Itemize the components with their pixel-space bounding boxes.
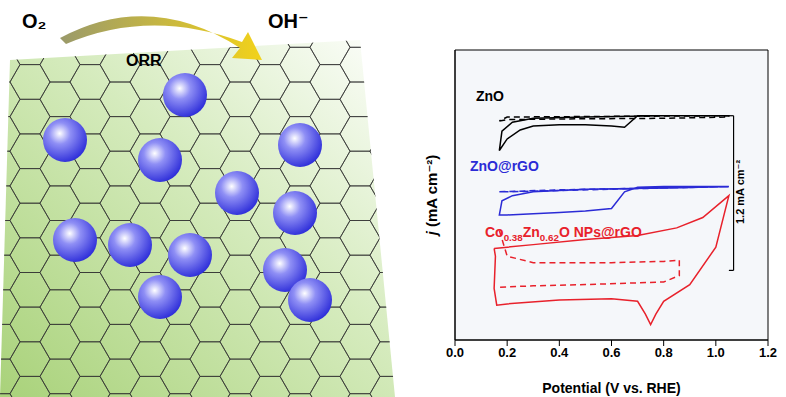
svg-text:O₂: O₂ bbox=[22, 10, 46, 32]
html-text:ZnO@rGO: ZnO@rGO bbox=[470, 158, 539, 174]
html-text:j: j bbox=[423, 231, 440, 236]
html-text:1.2 mA cm⁻²: 1.2 mA cm⁻² bbox=[733, 160, 746, 224]
svg-text:0.0: 0.0 bbox=[446, 345, 464, 360]
svg-text:0.4: 0.4 bbox=[550, 345, 569, 360]
svg-text:0.2: 0.2 bbox=[498, 345, 516, 360]
html-text:Co0.38Zn0.62O NPs@rGO: Co0.38Zn0.62O NPs@rGO bbox=[485, 224, 642, 243]
html-text:(mA cm⁻²): (mA cm⁻²) bbox=[423, 154, 440, 227]
svg-text:1.0: 1.0 bbox=[707, 345, 725, 360]
svg-text:Potential (V vs. RHE): Potential (V vs. RHE) bbox=[542, 380, 680, 396]
svg-text:0.6: 0.6 bbox=[602, 345, 620, 360]
svg-text:OH⁻: OH⁻ bbox=[268, 10, 309, 32]
svg-text:ORR: ORR bbox=[126, 52, 162, 69]
svg-text:0.8: 0.8 bbox=[655, 345, 673, 360]
html-text:ZnO: ZnO bbox=[476, 88, 504, 104]
svg-text:1.2: 1.2 bbox=[759, 345, 777, 360]
